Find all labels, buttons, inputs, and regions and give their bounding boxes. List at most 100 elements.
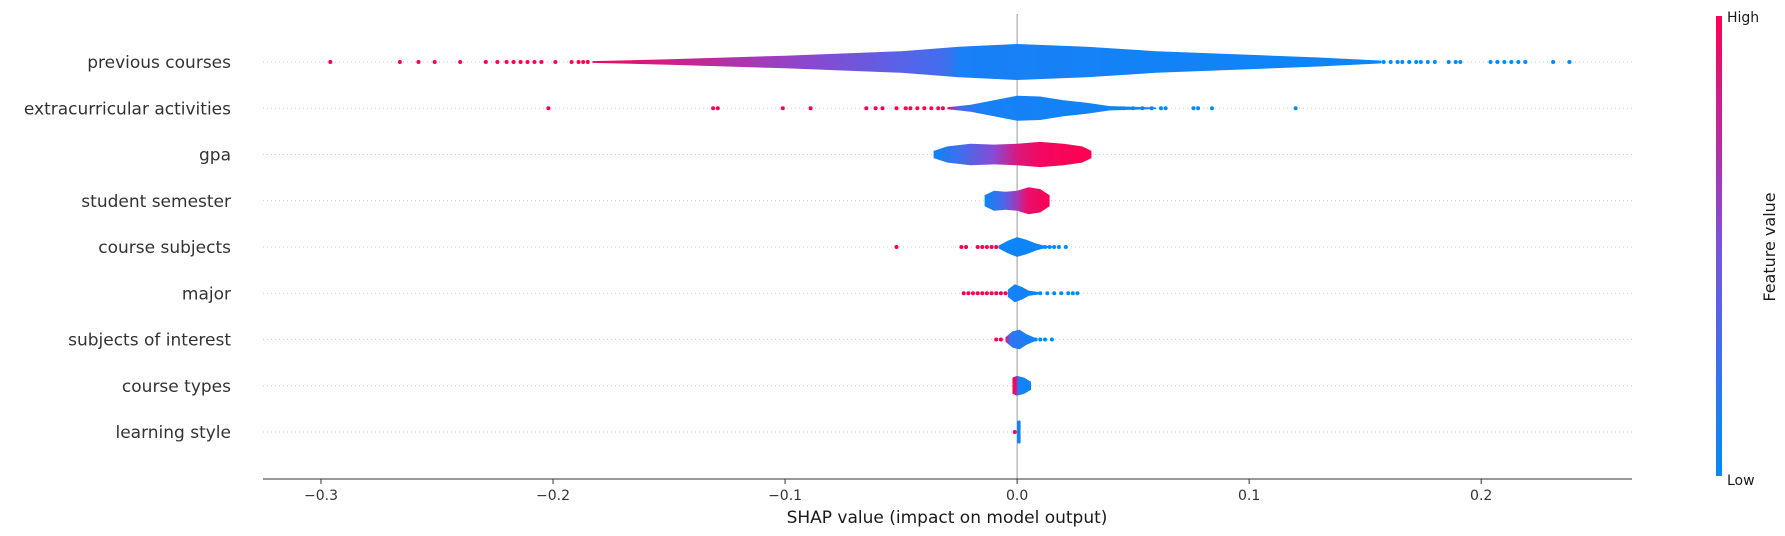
outlier-point [1045, 291, 1050, 296]
outlier-point [576, 60, 581, 64]
outlier-point [880, 106, 885, 111]
outlier-point [1063, 245, 1068, 249]
feature-row: major [182, 284, 1632, 304]
violin-shape [592, 44, 1382, 80]
outlier-point [971, 291, 975, 296]
outlier-point [1381, 60, 1386, 64]
outlier-point [1038, 337, 1043, 342]
outlier-point [959, 245, 964, 249]
outlier-point [1043, 337, 1047, 342]
outlier-point [975, 291, 980, 296]
outlier-point [1495, 60, 1500, 64]
x-tick-label: −0.1 [768, 488, 802, 504]
outlier-point [808, 106, 813, 111]
outlier-point [894, 245, 899, 249]
outlier-point [903, 106, 908, 111]
outlier-point [873, 106, 878, 111]
outlier-point [1140, 106, 1145, 111]
outlier-point [1509, 60, 1514, 64]
outlier-point [1012, 430, 1017, 434]
outlier-point [908, 106, 913, 111]
outlier-point [1196, 106, 1201, 111]
outlier-point [1293, 106, 1298, 111]
outlier-point [864, 106, 869, 111]
outlier-point [980, 291, 985, 296]
outlier-point [1052, 245, 1057, 249]
outlier-point [989, 291, 994, 296]
outlier-point [922, 106, 927, 111]
x-tick-label: 0.0 [1006, 488, 1028, 504]
outlier-point [1407, 60, 1412, 64]
outlier-point [915, 106, 920, 111]
feature-label: student semester [81, 192, 231, 212]
outlier-point [525, 60, 530, 64]
outlier-point [936, 106, 941, 111]
x-tick-label: −0.3 [304, 488, 338, 504]
x-tick-label: −0.2 [536, 488, 570, 504]
outlier-point [984, 245, 989, 249]
outlier-point [715, 106, 720, 111]
outlier-point [1502, 60, 1507, 64]
outlier-point [1551, 60, 1556, 64]
outlier-point [1047, 245, 1052, 249]
outlier-point [1388, 60, 1393, 64]
outlier-point [1049, 337, 1054, 342]
colorbar-high-label: High [1727, 10, 1759, 26]
outlier-point [546, 106, 551, 111]
outlier-point [458, 60, 463, 64]
colorbar [1716, 16, 1722, 476]
outlier-point [1056, 245, 1061, 249]
outlier-point [553, 60, 558, 64]
violin-shape [1007, 284, 1041, 303]
feature-row: course subjects [98, 237, 1632, 258]
outlier-point [483, 60, 488, 64]
outlier-point [1075, 291, 1080, 296]
outlier-point [1418, 60, 1423, 64]
outlier-point [432, 60, 437, 64]
outlier-point [980, 245, 985, 249]
violin-shape [998, 237, 1055, 257]
outlier-point [994, 245, 999, 249]
outlier-point [966, 291, 971, 296]
outlier-point [1131, 106, 1136, 111]
outlier-point [495, 60, 500, 64]
outlier-point [1432, 60, 1437, 64]
x-tick-label: 0.2 [1470, 488, 1492, 504]
outlier-point [1066, 291, 1071, 296]
feature-label: subjects of interest [68, 331, 231, 351]
outlier-point [328, 60, 333, 64]
outlier-point [994, 337, 999, 342]
outlier-point [1070, 291, 1075, 296]
x-tick-label: 0.1 [1238, 488, 1260, 504]
outlier-point [1400, 60, 1405, 64]
outlier-point [504, 60, 509, 64]
outlier-point [1516, 60, 1521, 64]
outlier-point [1159, 106, 1163, 111]
feature-label: gpa [199, 146, 231, 166]
outlier-point [1163, 106, 1168, 111]
outlier-point [998, 291, 1003, 296]
outlier-point [1191, 106, 1196, 111]
outlier-point [998, 337, 1003, 342]
feature-row: student semester [81, 187, 1632, 215]
violin-shape [933, 141, 1092, 168]
outlier-point [518, 60, 523, 64]
outlier-point [994, 291, 999, 296]
feature-row: course types [122, 375, 1632, 397]
feature-label: course types [122, 377, 231, 397]
outlier-point [1059, 291, 1064, 296]
outlier-point [780, 106, 785, 111]
feature-row: gpa [199, 141, 1632, 168]
feature-label: course subjects [98, 238, 231, 258]
outlier-point [1038, 291, 1043, 296]
outlier-point [1043, 245, 1047, 249]
feature-row: subjects of interest [68, 329, 1632, 351]
outlier-point [1149, 106, 1154, 111]
outlier-point [1414, 60, 1419, 64]
outlier-point [397, 60, 402, 64]
feature-row: previous courses [87, 44, 1632, 80]
outlier-point [539, 60, 544, 64]
outlier-point [1210, 106, 1214, 111]
outlier-point [1488, 60, 1493, 64]
outlier-point [581, 60, 586, 64]
